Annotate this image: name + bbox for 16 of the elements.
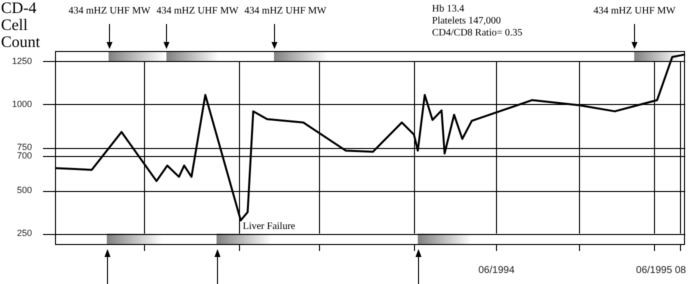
annotation: Liver Failure xyxy=(242,221,296,232)
band-label: 434 mHZ UHF MW xyxy=(594,6,676,17)
x-tick-label: 08 xyxy=(674,264,686,276)
y-tick-label: 1000 xyxy=(12,98,32,109)
y-tick-label: 250 xyxy=(16,228,32,238)
y-tick-label: 1250 xyxy=(12,56,32,66)
y-axis-title: CD-4 Cell Count xyxy=(1,0,41,52)
y-tick-label: 750 xyxy=(16,142,32,152)
band-label: 434 mHZ UHF MW xyxy=(244,6,327,17)
x-tick-label: 06/1995 xyxy=(636,264,673,276)
band-label: 434 mHZ UHF MW xyxy=(156,6,239,17)
text: Hb 13.4 Platelets 147,000 CD4/CD8 Ratio= 0.35 xyxy=(432,4,522,39)
x-tick-label: 06/1994 xyxy=(478,264,515,276)
y-tick-label: 500 xyxy=(16,185,32,196)
y-tick-label: 700 xyxy=(16,150,32,161)
band-label: 434 mHZ UHF MW xyxy=(68,6,152,17)
